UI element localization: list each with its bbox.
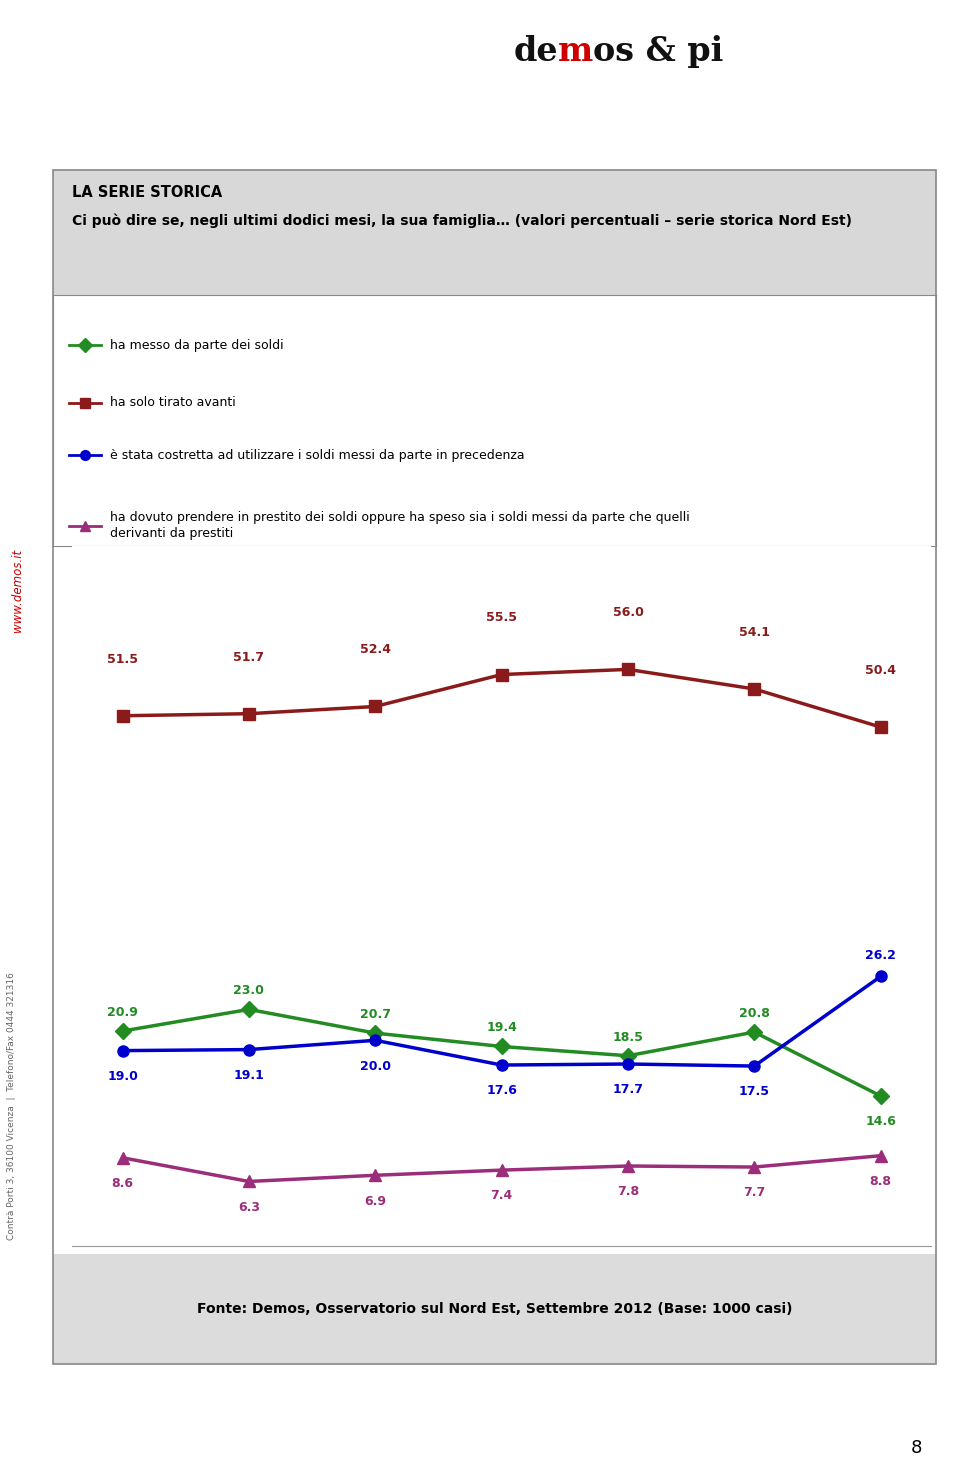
Text: ha messo da parte dei soldi: ha messo da parte dei soldi bbox=[110, 339, 284, 351]
Text: ha dovuto prendere in prestito dei soldi oppure ha speso sia i soldi messi da pa: ha dovuto prendere in prestito dei soldi… bbox=[110, 512, 690, 540]
Text: 8: 8 bbox=[911, 1440, 923, 1457]
Text: 51.5: 51.5 bbox=[108, 652, 138, 665]
Text: 7.8: 7.8 bbox=[617, 1186, 639, 1198]
Text: 6.9: 6.9 bbox=[364, 1195, 386, 1208]
Text: os & pi: os & pi bbox=[593, 35, 724, 68]
Text: ha solo tirato avanti: ha solo tirato avanti bbox=[110, 397, 236, 410]
Text: 8.6: 8.6 bbox=[111, 1177, 133, 1190]
Text: 20.8: 20.8 bbox=[739, 1007, 770, 1021]
Text: 18.5: 18.5 bbox=[612, 1031, 643, 1044]
Text: Fonte: Demos, Osservatorio sul Nord Est, Settembre 2012 (Base: 1000 casi): Fonte: Demos, Osservatorio sul Nord Est,… bbox=[197, 1302, 792, 1316]
Text: 23.0: 23.0 bbox=[233, 984, 264, 997]
Text: 54.1: 54.1 bbox=[739, 625, 770, 639]
Text: 26.2: 26.2 bbox=[865, 950, 896, 962]
Text: Ci può dire se, negli ultimi dodici mesi, la sua famiglia… (valori percentuali –: Ci può dire se, negli ultimi dodici mesi… bbox=[72, 214, 852, 229]
Text: LA SERIE STORICA: LA SERIE STORICA bbox=[72, 184, 223, 199]
Text: 6.3: 6.3 bbox=[238, 1201, 260, 1214]
Text: 7.7: 7.7 bbox=[743, 1186, 765, 1199]
Text: 20.7: 20.7 bbox=[360, 1007, 391, 1021]
Text: www.demos.it: www.demos.it bbox=[11, 549, 24, 631]
Text: 52.4: 52.4 bbox=[360, 643, 391, 656]
Text: 17.7: 17.7 bbox=[612, 1083, 643, 1096]
Text: 20.0: 20.0 bbox=[360, 1059, 391, 1072]
Text: 56.0: 56.0 bbox=[612, 606, 643, 619]
Text: m: m bbox=[558, 35, 593, 68]
Text: 51.7: 51.7 bbox=[233, 650, 264, 664]
Text: 19.1: 19.1 bbox=[233, 1069, 264, 1081]
Text: 8.8: 8.8 bbox=[870, 1176, 892, 1187]
Text: 17.6: 17.6 bbox=[486, 1084, 517, 1097]
Text: 19.0: 19.0 bbox=[108, 1069, 138, 1083]
Text: 14.6: 14.6 bbox=[865, 1115, 896, 1128]
Text: 20.9: 20.9 bbox=[108, 1006, 138, 1019]
Text: 55.5: 55.5 bbox=[486, 611, 517, 624]
Text: 7.4: 7.4 bbox=[491, 1189, 513, 1202]
Text: 17.5: 17.5 bbox=[739, 1086, 770, 1099]
Text: Contrà Porti 3, 36100 Vicenza  |  Telefono/Fax 0444 321316: Contrà Porti 3, 36100 Vicenza | Telefono… bbox=[7, 972, 16, 1240]
Text: 19.4: 19.4 bbox=[486, 1022, 517, 1034]
Text: è stata costretta ad utilizzare i soldi messi da parte in precedenza: è stata costretta ad utilizzare i soldi … bbox=[110, 448, 525, 462]
Text: 50.4: 50.4 bbox=[865, 664, 896, 677]
Text: de: de bbox=[514, 35, 558, 68]
